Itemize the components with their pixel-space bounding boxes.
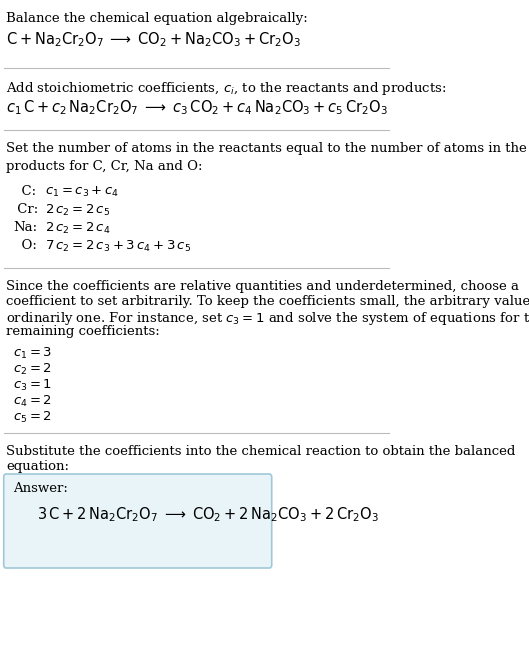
- Text: Since the coefficients are relative quantities and underdetermined, choose a: Since the coefficients are relative quan…: [6, 280, 519, 293]
- Text: coefficient to set arbitrarily. To keep the coefficients small, the arbitrary va: coefficient to set arbitrarily. To keep …: [6, 295, 529, 308]
- Text: Cr:: Cr:: [13, 203, 39, 216]
- Text: $c_1 = c_3 + c_4$: $c_1 = c_3 + c_4$: [44, 185, 119, 199]
- Text: $c_3 = 1$: $c_3 = 1$: [13, 378, 52, 393]
- Text: Set the number of atoms in the reactants equal to the number of atoms in the
pro: Set the number of atoms in the reactants…: [6, 142, 527, 173]
- Text: $\mathrm{C + Na_2Cr_2O_7 \;\longrightarrow\; CO_2 + Na_2CO_3 + Cr_2O_3}$: $\mathrm{C + Na_2Cr_2O_7 \;\longrightarr…: [6, 30, 301, 49]
- Text: Add stoichiometric coefficients, $c_i$, to the reactants and products:: Add stoichiometric coefficients, $c_i$, …: [6, 80, 446, 97]
- Text: $c_1\,\mathrm{C} + c_2\,\mathrm{Na_2Cr_2O_7} \;\longrightarrow\; c_3\,\mathrm{CO: $c_1\,\mathrm{C} + c_2\,\mathrm{Na_2Cr_2…: [6, 98, 388, 116]
- Text: Answer:: Answer:: [13, 482, 68, 495]
- Text: $2\,c_2 = 2\,c_5$: $2\,c_2 = 2\,c_5$: [44, 203, 110, 218]
- Text: C:: C:: [13, 185, 37, 198]
- Text: Na:: Na:: [13, 221, 38, 234]
- Text: ordinarily one. For instance, set $c_3 = 1$ and solve the system of equations fo: ordinarily one. For instance, set $c_3 =…: [6, 310, 529, 327]
- Text: $c_2 = 2$: $c_2 = 2$: [13, 362, 52, 377]
- Text: $2\,c_2 = 2\,c_4$: $2\,c_2 = 2\,c_4$: [44, 221, 110, 236]
- Text: $3\,\mathrm{C} + 2\,\mathrm{Na_2Cr_2O_7} \;\longrightarrow\; \mathrm{CO_2} + 2\,: $3\,\mathrm{C} + 2\,\mathrm{Na_2Cr_2O_7}…: [37, 505, 379, 523]
- Text: $c_4 = 2$: $c_4 = 2$: [13, 394, 52, 409]
- Text: remaining coefficients:: remaining coefficients:: [6, 325, 160, 338]
- Text: Balance the chemical equation algebraically:: Balance the chemical equation algebraica…: [6, 12, 308, 25]
- Text: Substitute the coefficients into the chemical reaction to obtain the balanced: Substitute the coefficients into the che…: [6, 445, 515, 458]
- Text: O:: O:: [13, 239, 37, 252]
- Text: $c_1 = 3$: $c_1 = 3$: [13, 346, 52, 361]
- FancyBboxPatch shape: [4, 474, 272, 568]
- Text: $7\,c_2 = 2\,c_3 + 3\,c_4 + 3\,c_5$: $7\,c_2 = 2\,c_3 + 3\,c_4 + 3\,c_5$: [44, 239, 190, 254]
- Text: $c_5 = 2$: $c_5 = 2$: [13, 410, 52, 425]
- Text: equation:: equation:: [6, 460, 69, 473]
